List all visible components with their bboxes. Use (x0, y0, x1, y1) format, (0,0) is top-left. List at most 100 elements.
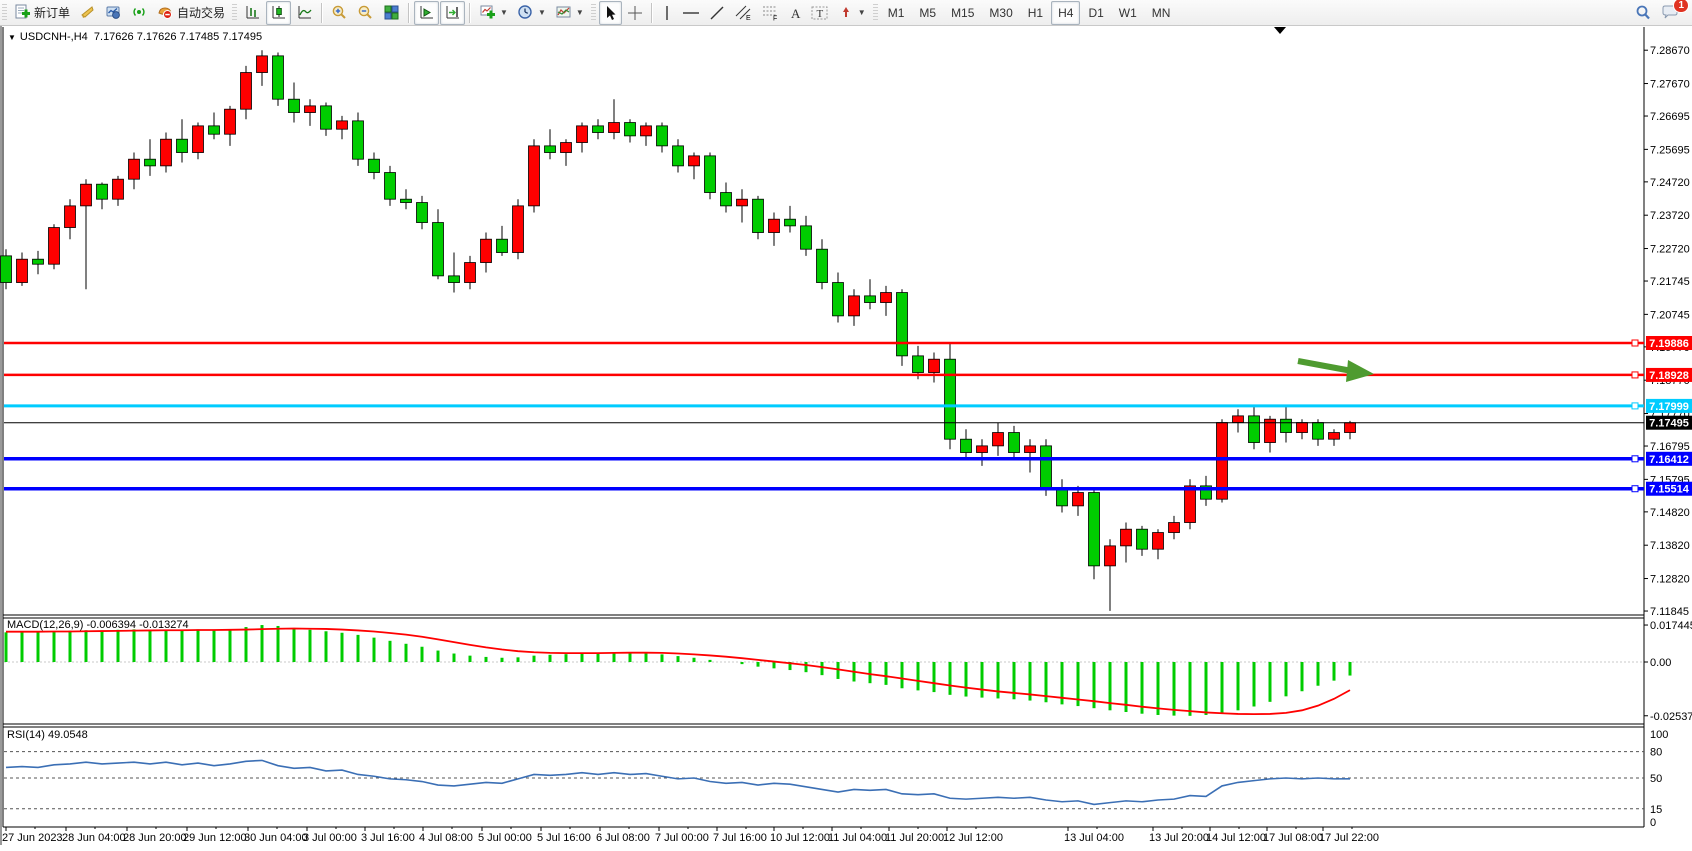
candle-body (592, 125, 604, 133)
line-handle[interactable] (1631, 371, 1639, 379)
metaeditor-button[interactable] (75, 1, 100, 25)
time-tick-label: 29 Jun 12:00 (183, 832, 247, 844)
line-handle[interactable] (1631, 339, 1639, 347)
timeframe-m1[interactable]: M1 (887, 5, 905, 20)
autotrading-button[interactable]: 自动交易 (153, 1, 229, 25)
time-tick-label: 5 Jul 16:00 (537, 832, 591, 844)
tile-windows-button[interactable] (379, 1, 404, 25)
tile-windows-icon (383, 4, 400, 21)
price-tick-label: 7.13820 (1650, 540, 1690, 552)
price-tick-label: 7.22720 (1650, 244, 1690, 256)
candle-body (976, 445, 988, 453)
timeframe-m5[interactable]: M5 (919, 5, 937, 20)
equidistant-channel-button[interactable]: E (730, 1, 756, 25)
symbol-dropdown-icon[interactable]: ▼ (8, 33, 16, 42)
svg-text:7.17495: 7.17495 (1649, 418, 1689, 430)
line-chart-button[interactable] (292, 1, 317, 25)
chart-shift-marker[interactable] (1274, 27, 1286, 34)
notifications-button[interactable]: 1 (1657, 0, 1689, 25)
macd-series (4, 625, 1352, 716)
svg-text:7.16412: 7.16412 (1649, 454, 1689, 466)
candle-body (288, 98, 300, 113)
candle-body (464, 262, 476, 283)
candle-body (752, 198, 764, 233)
bar-chart-button[interactable] (240, 1, 265, 25)
candle-body (912, 355, 924, 373)
candle-body (1024, 445, 1036, 453)
timeframe-m30[interactable]: M30 (989, 5, 1013, 20)
bar-chart-icon (244, 4, 261, 21)
crosshair-icon (627, 5, 643, 21)
signal-button[interactable] (127, 1, 152, 25)
timeframe-h1[interactable]: H1 (1027, 5, 1044, 20)
time-tick-label: 3 Jul 00:00 (303, 832, 357, 844)
crosshair-button[interactable] (623, 1, 647, 25)
toolbar-grip[interactable] (232, 3, 238, 22)
timeframe-w1[interactable]: W1 (1118, 5, 1137, 20)
dropdown-caret-icon: ▼ (500, 8, 508, 17)
chart-title-bar[interactable]: ▼ USDCNH-,H4 7.17626 7.17626 7.17485 7.17… (8, 31, 262, 43)
svg-text:7.15514: 7.15514 (1649, 484, 1690, 496)
arrows-button[interactable]: ▼ (834, 1, 870, 25)
new-chart-button[interactable]: ▼ (475, 1, 512, 25)
candle-body (1232, 415, 1244, 423)
fibonacci-button[interactable]: F (757, 1, 783, 25)
timeframe-d1[interactable]: D1 (1088, 5, 1104, 20)
candle-body (128, 158, 140, 180)
text-label-button[interactable]: T (807, 1, 833, 25)
periods-button[interactable]: ▼ (513, 1, 550, 25)
timeframe-m15[interactable]: M15 (951, 5, 975, 20)
time-tick-label: 14 Jul 12:00 (1206, 832, 1266, 844)
text-button[interactable]: A (784, 1, 806, 25)
line-handle[interactable] (1631, 485, 1639, 493)
svg-text:A: A (791, 6, 801, 21)
time-tick-label: 6 Jul 08:00 (596, 832, 650, 844)
toolbar-grip[interactable] (590, 3, 596, 22)
zoom-in-button[interactable] (327, 1, 352, 25)
chart-shift-button[interactable] (414, 0, 440, 25)
terminal-icon (105, 4, 122, 21)
candle-body (272, 55, 284, 100)
dropdown-caret-icon: ▼ (857, 8, 866, 17)
horizontal-line-button[interactable] (678, 1, 704, 25)
candle-body (512, 205, 524, 253)
trendline-button[interactable] (705, 1, 729, 25)
candle-body (96, 183, 108, 200)
candle-body (672, 145, 684, 167)
candlestick-chart-button[interactable] (266, 0, 292, 25)
vertical-line-button[interactable] (657, 1, 677, 25)
time-tick-label: 3 Jul 16:00 (361, 832, 415, 844)
line-handle[interactable] (1631, 455, 1639, 463)
cursor-button[interactable] (598, 0, 622, 25)
time-tick-label: 11 Jul 20:00 (885, 832, 944, 844)
line-handle[interactable] (1631, 402, 1639, 410)
price-tick-label: 7.16795 (1650, 441, 1690, 453)
search-button[interactable] (1630, 1, 1656, 25)
time-tick-label: 10 Jul 12:00 (770, 832, 830, 844)
candle-body (848, 295, 860, 317)
auto-scroll-button[interactable] (440, 0, 466, 25)
indicators-button[interactable]: ▼ (551, 1, 588, 25)
time-tick-label: 4 Jul 08:00 (419, 832, 473, 844)
candle-body (208, 125, 220, 135)
autotrading-icon (157, 4, 174, 21)
toolbar-grip[interactable] (2, 3, 7, 22)
candle-body (1312, 422, 1324, 440)
terminal-button[interactable] (101, 1, 126, 25)
candle-body (656, 125, 668, 147)
zoom-out-button[interactable] (353, 1, 378, 25)
toolbar-grip[interactable] (872, 3, 878, 22)
new-order-button[interactable]: 新订单 (10, 1, 74, 25)
timeframe-h4[interactable]: H4 (1051, 0, 1081, 25)
candle-body (1184, 485, 1196, 523)
svg-text:15: 15 (1650, 804, 1662, 816)
candle-body (736, 198, 748, 207)
candle-body (896, 292, 908, 357)
arrow-annotation[interactable] (1297, 358, 1374, 382)
price-tick-label: 7.21745 (1650, 276, 1690, 288)
candle-body (1328, 432, 1340, 440)
timeframe-mn[interactable]: MN (1151, 5, 1171, 20)
candle-body (432, 222, 444, 277)
